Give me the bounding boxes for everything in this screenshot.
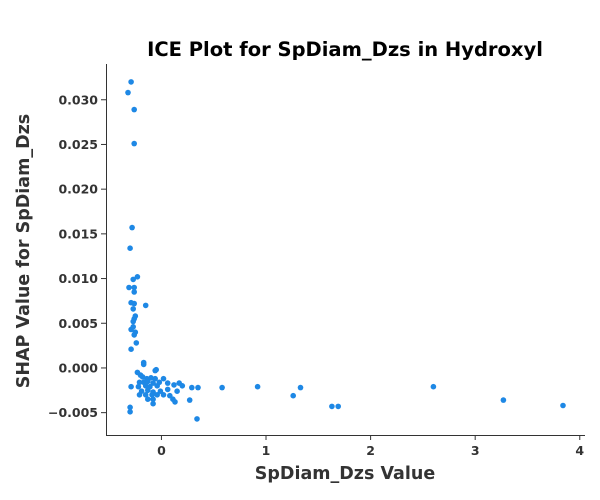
scatter-point [128, 326, 134, 333]
y-tick-label: 0.025 [58, 137, 98, 152]
x-ticks: 0 1 2 3 4 [157, 435, 584, 458]
scatter-point [560, 402, 566, 409]
x-tick-label: 0 [157, 443, 166, 458]
scatter-point [127, 404, 133, 411]
scatter-point [128, 383, 134, 390]
scatter-point [164, 386, 171, 393]
scatter-point [127, 409, 133, 415]
scatter-point [150, 396, 156, 403]
scatter-point [131, 140, 137, 147]
scatter-point [194, 416, 200, 422]
scatter-point [131, 332, 137, 338]
scatter-point [134, 274, 141, 280]
y-tick-label: −0.005 [48, 405, 98, 420]
scatter-point [142, 383, 149, 389]
y-tick-label: 0.015 [58, 226, 98, 241]
scatter-point [152, 367, 158, 374]
x-tick-label: 2 [366, 443, 375, 458]
scatter-point [148, 375, 154, 381]
y-tick-label: 0.000 [58, 360, 98, 375]
scatter-point [174, 388, 180, 395]
scatter-point [195, 384, 201, 391]
scatter-point [179, 383, 186, 389]
scatter-point [152, 375, 158, 382]
scatter-point [145, 396, 151, 403]
scatter-point [129, 224, 135, 231]
scatter-point [172, 399, 178, 405]
scatter-point [171, 382, 177, 388]
scatter-point [160, 392, 167, 398]
x-tick-label: 3 [471, 443, 480, 458]
scatter-point [139, 374, 146, 380]
scatter-point [135, 383, 142, 390]
y-tick-label: 0.005 [58, 316, 98, 331]
scatter-point [130, 276, 136, 283]
scatter-point [254, 383, 261, 390]
scatter-point [219, 384, 225, 391]
y-ticks: −0.005 0.000 0.005 0.010 0.015 0.020 0.025 0.03… [48, 92, 106, 420]
y-tick-label: 0.010 [58, 271, 98, 286]
scatter-point [128, 346, 134, 353]
scatter-point [335, 403, 342, 410]
x-tick-label: 4 [575, 443, 584, 458]
scatter-point [189, 384, 195, 391]
scatter-points [125, 79, 566, 422]
scatter-point [131, 289, 137, 295]
scatter-point [136, 379, 143, 386]
scatter-point [160, 375, 167, 382]
scatter-point [329, 403, 335, 410]
scatter-point [154, 392, 160, 398]
x-axis-label: SpDiam_Dzs Value [255, 464, 436, 484]
scatter-point [131, 284, 137, 291]
scatter-point [145, 378, 151, 385]
scatter-point [154, 383, 160, 389]
scatter-point [140, 361, 147, 368]
x-tick-label: 1 [262, 443, 271, 458]
scatter-point [186, 397, 193, 403]
scatter-point [145, 387, 151, 394]
scatter-point [125, 89, 131, 96]
x-axis: 0 1 2 3 4 [106, 435, 585, 458]
scatter-point [149, 392, 155, 398]
scatter-point [142, 302, 149, 309]
scatter-point [150, 400, 156, 407]
scatter-point [126, 284, 132, 291]
scatter-point [130, 306, 136, 312]
scatter-point [500, 397, 507, 403]
scatter-point [142, 392, 149, 398]
scatter-point [131, 106, 137, 113]
scatter-point [290, 392, 297, 399]
scatter-point [430, 383, 437, 390]
scatter-point [297, 384, 304, 391]
scatter-point [150, 380, 156, 386]
y-axis: −0.005 0.000 0.005 0.010 0.015 0.020 0.025 0.03… [48, 64, 107, 435]
y-tick-label: 0.030 [58, 92, 98, 107]
scatter-point [131, 300, 137, 307]
y-axis-label: SHAP Value for SpDiam_Dzs [14, 114, 34, 388]
scatter-point [128, 79, 134, 85]
scatter-point [133, 340, 140, 346]
chart-title: ICE Plot for SpDiam_Dzs in Hydroxyl [147, 38, 543, 61]
scatter-point [127, 245, 133, 251]
scatter-point [130, 318, 136, 325]
scatter-point [136, 392, 143, 398]
y-tick-label: 0.020 [58, 182, 98, 197]
scatter-point [164, 380, 171, 386]
